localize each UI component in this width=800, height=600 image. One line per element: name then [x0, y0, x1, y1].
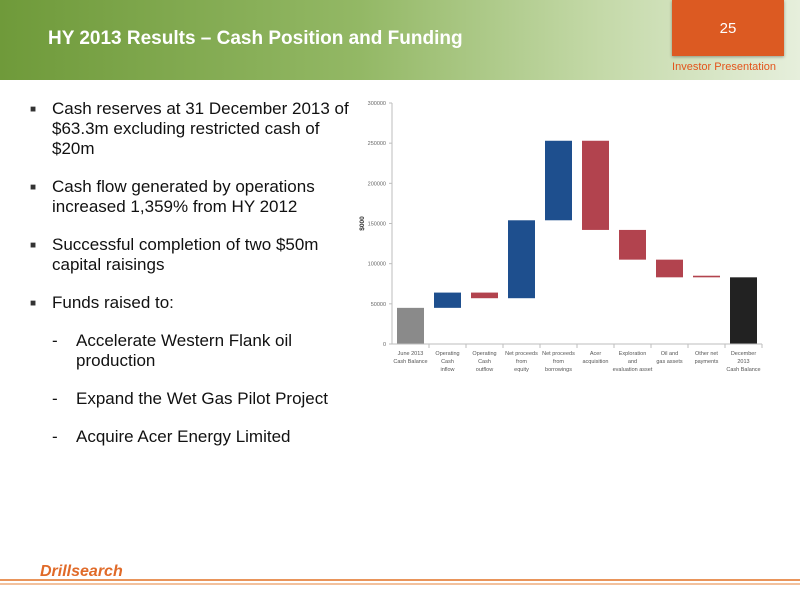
x-category-label: inflow — [440, 367, 454, 373]
x-category-label: Cash — [441, 359, 454, 365]
y-tick-label: 50000 — [371, 302, 386, 308]
dash-bullet-icon: - — [52, 427, 58, 446]
sub-bullet-text: Accelerate Western Flank oil production — [76, 331, 293, 370]
x-category-label: December — [731, 351, 757, 357]
bullet-list: ■ Cash reserves at 31 December 2013 of $6… — [30, 99, 360, 465]
company-logo: Drillsearch — [40, 563, 123, 580]
slide-title: HY 2013 Results – Cash Position and Fund… — [48, 28, 463, 49]
x-category-label: 2013 — [737, 359, 749, 365]
dash-bullet-icon: - — [52, 331, 58, 350]
x-category-label: Other net — [695, 351, 718, 357]
x-category-label: payments — [695, 359, 719, 365]
y-tick-label: 150000 — [368, 222, 386, 228]
waterfall-chart: 0 50000 100000 150000 200000 250000 300000 $000… — [359, 101, 763, 373]
waterfall-bar — [397, 307, 424, 344]
square-bullet-icon: ■ — [30, 298, 37, 309]
x-category-label: Net proceeds — [505, 351, 538, 357]
waterfall-bar — [545, 140, 572, 221]
x-category-label: from — [553, 359, 564, 365]
x-category-label: Operating — [472, 351, 496, 357]
y-tick-label: 0 — [383, 342, 386, 348]
bullet-item: ■ Successful completion of two $50m capit… — [30, 235, 360, 275]
x-category-label: borrowings — [545, 367, 572, 373]
waterfall-bar — [693, 275, 720, 278]
x-category-label: Net proceeds — [542, 351, 575, 357]
bullet-text: Funds raised to: — [52, 293, 174, 312]
bullet-item: ■ Funds raised to: — [30, 293, 360, 313]
x-category-label: June 2013 — [398, 351, 424, 357]
x-category-label: evaluation asset — [613, 367, 653, 373]
x-category-label: gas assets — [656, 359, 683, 365]
x-category-label: Cash Balance — [393, 359, 427, 365]
x-category-label: acquisition — [583, 359, 609, 365]
square-bullet-icon: ■ — [30, 182, 37, 193]
x-category-label: Oil and — [661, 351, 678, 357]
y-tick-label: 100000 — [368, 262, 386, 268]
y-tick-label: 300000 — [368, 101, 386, 107]
bullet-text: Successful completion of two $50m capita… — [52, 235, 319, 274]
footer-divider — [0, 579, 800, 581]
sub-bullet-item: - Expand the Wet Gas Pilot Project — [30, 389, 360, 409]
bullet-item: ■ Cash reserves at 31 December 2013 of $6… — [30, 99, 360, 159]
square-bullet-icon: ■ — [30, 104, 37, 115]
x-category-label: outflow — [476, 367, 493, 373]
page-number: 25 — [719, 20, 737, 37]
waterfall-bar — [730, 277, 757, 344]
y-tick-label: 250000 — [368, 141, 386, 147]
square-bullet-icon: ■ — [30, 240, 37, 251]
x-category-label: equity — [514, 367, 529, 373]
header-banner — [0, 0, 800, 80]
waterfall-bar — [656, 259, 683, 278]
x-category-label: Acer — [590, 351, 601, 357]
y-axis-title: $000 — [359, 216, 366, 231]
x-category-label: Exploration — [619, 351, 647, 357]
bullet-text: Cash flow generated by operations increa… — [52, 177, 315, 216]
waterfall-bar — [582, 140, 609, 230]
y-tick-label: 200000 — [368, 181, 386, 187]
x-category-label: from — [516, 359, 527, 365]
x-category-label: Operating — [435, 351, 459, 357]
bullet-item: ■ Cash flow generated by operations incre… — [30, 177, 360, 217]
sub-bullet-text: Expand the Wet Gas Pilot Project — [76, 389, 328, 408]
x-category-label: and — [628, 359, 637, 365]
sub-bullet-text: Acquire Acer Energy Limited — [76, 427, 291, 446]
bullet-text: Cash reserves at 31 December 2013 of $63… — [52, 99, 349, 158]
x-category-label: Cash Balance — [726, 367, 760, 373]
waterfall-bar — [471, 292, 498, 299]
waterfall-bar — [434, 292, 461, 308]
sub-bullet-item: - Acquire Acer Energy Limited — [30, 427, 360, 447]
page-number-tab: 25 — [672, 0, 784, 56]
sub-bullet-item: - Accelerate Western Flank oil production — [30, 331, 360, 371]
dash-bullet-icon: - — [52, 389, 58, 408]
waterfall-bar — [508, 220, 535, 299]
presentation-subtitle: Investor Presentation — [672, 61, 776, 73]
waterfall-bar — [619, 229, 646, 260]
x-category-label: Cash — [478, 359, 491, 365]
footer-divider-secondary — [0, 583, 800, 585]
